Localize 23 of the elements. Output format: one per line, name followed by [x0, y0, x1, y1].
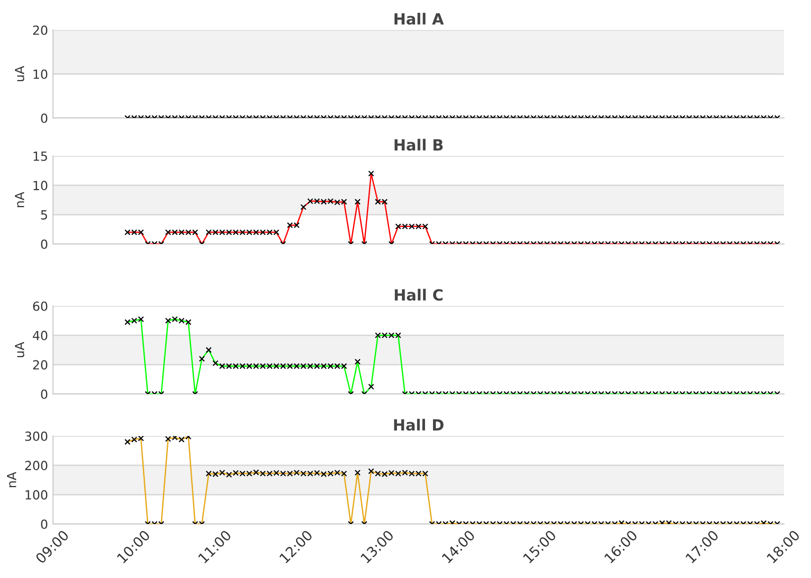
- y-tick-label: 20: [33, 360, 48, 370]
- chart-title: Hall B: [394, 138, 443, 151]
- y-axis-title: uA: [14, 342, 24, 358]
- y-tick-label: 0: [41, 389, 48, 399]
- y-tick-label: 300: [25, 431, 48, 441]
- y-tick-label: 200: [25, 460, 48, 470]
- y-tick-label: 0: [41, 239, 48, 249]
- y-axis-title: nA: [7, 472, 16, 488]
- chart-title: Hall A: [394, 12, 444, 25]
- y-axis-title: nA: [14, 192, 24, 208]
- y-tick-label: 0: [41, 519, 48, 529]
- chart-title: Hall D: [394, 418, 444, 431]
- y-tick-label: 60: [33, 301, 48, 311]
- chart-title: Hall C: [394, 288, 443, 301]
- y-tick-label: 15: [34, 152, 48, 161]
- y-tick-label: 10: [34, 69, 48, 79]
- y-tick-label: 20: [33, 25, 48, 35]
- y-tick-label: 100: [26, 490, 48, 500]
- y-tick-label: 0: [41, 113, 48, 123]
- y-tick-label: 40: [32, 330, 48, 340]
- y-axis-title: uA: [14, 66, 24, 82]
- y-tick-label: 10: [34, 180, 48, 190]
- y-tick-label: 5: [41, 210, 48, 220]
